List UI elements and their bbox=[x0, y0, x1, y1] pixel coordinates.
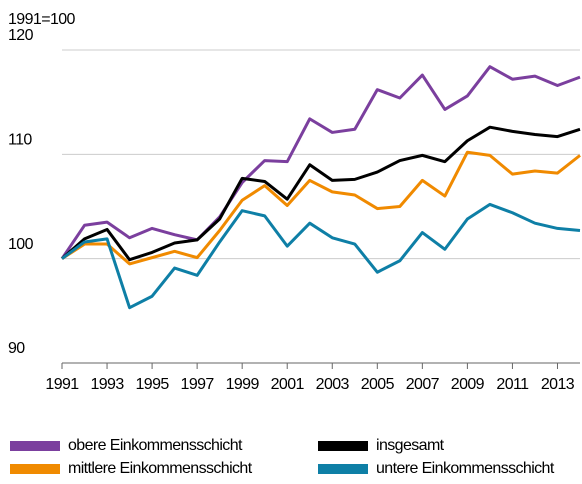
legend-label: obere Einkommensschicht bbox=[68, 437, 243, 454]
x-tick-label: 1999 bbox=[226, 376, 260, 393]
legend-swatch bbox=[10, 441, 60, 451]
x-tick-label: 2009 bbox=[451, 376, 485, 393]
x-tick-label: 2007 bbox=[406, 376, 440, 393]
series-line bbox=[61, 150, 581, 266]
legend-label: insgesamt bbox=[376, 437, 445, 454]
series-line bbox=[61, 125, 581, 262]
y-tick-label: 110 bbox=[8, 132, 32, 149]
x-tick-label: 2001 bbox=[271, 376, 305, 393]
legend-swatch bbox=[318, 464, 368, 474]
y-tick-label: 90 bbox=[8, 340, 25, 357]
x-tick-label: 2013 bbox=[541, 376, 575, 393]
series-line bbox=[61, 202, 581, 310]
x-tick-label: 1991 bbox=[45, 376, 79, 393]
legend-swatch bbox=[318, 441, 368, 451]
legend-label: untere Einkommensschicht bbox=[376, 460, 555, 477]
x-tick-label: 2011 bbox=[496, 376, 529, 393]
series-line bbox=[60, 65, 581, 260]
y-tick-label: 100 bbox=[8, 236, 34, 253]
x-tick-label: 2003 bbox=[316, 376, 350, 393]
legend-swatch bbox=[10, 464, 60, 474]
legend-label: mittlere Einkommensschicht bbox=[68, 460, 253, 477]
y-tick-label: 120 bbox=[8, 27, 34, 44]
x-tick-label: 1997 bbox=[181, 376, 215, 393]
x-tick-label: 1993 bbox=[90, 376, 124, 393]
y-unit-label: 1991=100 bbox=[8, 11, 76, 28]
x-tick-label: 1995 bbox=[135, 376, 169, 393]
x-tick-label: 2005 bbox=[361, 376, 395, 393]
